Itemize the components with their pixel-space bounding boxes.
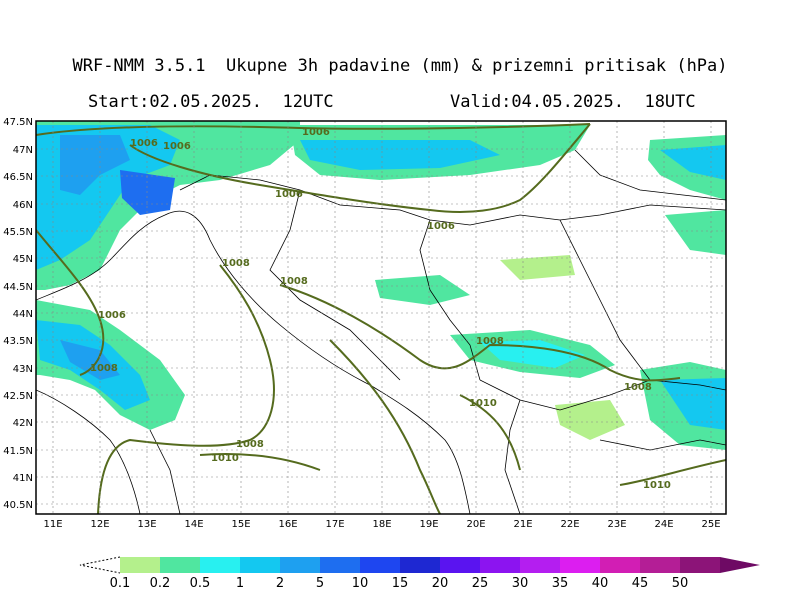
lat-label: 47N [13, 145, 33, 156]
lat-label: 43.5N [3, 336, 33, 347]
lat-label: 44N [13, 309, 33, 320]
isobar-label: 1008 [90, 363, 118, 374]
legend-swatches [79, 556, 760, 574]
lon-label: 12E [90, 519, 109, 530]
isobar-label: 1006 [275, 189, 303, 200]
lat-label: 46N [13, 200, 33, 211]
lon-label: 17E [325, 519, 344, 530]
precipitation-areas [36, 121, 726, 450]
lat-label: 42.5N [3, 391, 33, 402]
legend-label: 0.5 [190, 576, 211, 591]
lon-label: 21E [513, 519, 532, 530]
longitude-labels: 11E 12E 13E 14E 15E 16E 17E 18E 19E 20E … [43, 519, 720, 530]
lon-label: 15E [231, 519, 250, 530]
latitude-labels: 47.5N 47N 46.5N 46N 45.5N 45N 44.5N 44N … [3, 117, 33, 511]
start-time: Start:02.05.2025. 12UTC [88, 92, 334, 112]
legend-label: 10 [352, 576, 369, 591]
lat-label: 40.5N [3, 500, 33, 511]
isobar-labels: 1006 1006 1006 1006 1006 1008 1008 1006 … [90, 127, 671, 491]
isobar-label: 1008 [476, 336, 504, 347]
legend-label: 0.1 [110, 576, 131, 591]
legend-label: 25 [472, 576, 489, 591]
lon-label: 14E [184, 519, 203, 530]
lat-label: 45N [13, 254, 33, 265]
isobar-label: 1010 [211, 453, 239, 464]
isobar-label: 1008 [222, 258, 250, 269]
isobar-label: 1006 [302, 127, 330, 138]
legend-underflow-arrow [79, 556, 121, 574]
legend-label: 30 [512, 576, 529, 591]
lat-label: 41N [13, 473, 33, 484]
legend-label: 0.2 [150, 576, 171, 591]
color-legend: 0.1 0.2 0.5 1 2 5 10 15 20 25 30 35 40 45 50 [79, 556, 760, 591]
lon-label: 18E [372, 519, 391, 530]
lon-label: 22E [560, 519, 579, 530]
legend-swatch [680, 557, 720, 573]
lat-label: 41.5N [3, 446, 33, 457]
legend-swatch [320, 557, 360, 573]
legend-swatch [640, 557, 680, 573]
legend-swatch [560, 557, 600, 573]
legend-label: 15 [392, 576, 409, 591]
legend-swatch [480, 557, 520, 573]
legend-label: 20 [432, 576, 449, 591]
isobar-label: 1006 [427, 221, 455, 232]
legend-label: 1 [236, 576, 244, 591]
graticule [36, 121, 726, 514]
coastlines-borders [36, 149, 726, 514]
legend-swatch [440, 557, 480, 573]
lon-label: 13E [137, 519, 156, 530]
isobar-label: 1008 [280, 276, 308, 287]
legend-swatch [520, 557, 560, 573]
isobar-label: 1008 [236, 439, 264, 450]
isobar-label: 1006 [98, 310, 126, 321]
lon-label: 24E [654, 519, 673, 530]
isobar-label: 1008 [624, 382, 652, 393]
legend-swatch [240, 557, 280, 573]
legend-label: 35 [552, 576, 569, 591]
legend-swatch [120, 557, 160, 573]
lon-label: 25E [701, 519, 720, 530]
legend-label: 40 [592, 576, 609, 591]
lon-label: 16E [278, 519, 297, 530]
legend-swatch [600, 557, 640, 573]
lat-label: 45.5N [3, 227, 33, 238]
legend-swatch [280, 557, 320, 573]
map-frame [35, 120, 727, 515]
lon-label: 23E [607, 519, 626, 530]
isobar-label: 1010 [469, 398, 497, 409]
isobar-label: 1006 [130, 138, 158, 149]
legend-labels: 0.1 0.2 0.5 1 2 5 10 15 20 25 30 35 40 45 50 [110, 576, 689, 591]
lat-label: 42N [13, 418, 33, 429]
legend-swatch [160, 557, 200, 573]
valid-time: Valid:04.05.2025. 18UTC [450, 92, 696, 112]
isobar-label: 1006 [163, 141, 191, 152]
legend-swatch [200, 557, 240, 573]
lat-label: 47.5N [3, 117, 33, 128]
legend-swatch [400, 557, 440, 573]
lon-label: 11E [43, 519, 62, 530]
isobar-lines [36, 123, 726, 514]
lon-label: 19E [419, 519, 438, 530]
legend-label: 2 [276, 576, 284, 591]
legend-label: 5 [316, 576, 324, 591]
lat-label: 44.5N [3, 282, 33, 293]
isobar-label: 1010 [643, 480, 671, 491]
map-title: WRF-NMM 3.5.1 Ukupne 3h padavine (mm) & … [72, 56, 728, 76]
lat-label: 46.5N [3, 172, 33, 183]
legend-swatch [360, 557, 400, 573]
lat-label: 43N [13, 364, 33, 375]
legend-overflow-arrow [720, 557, 760, 573]
lon-label: 20E [466, 519, 485, 530]
legend-label: 45 [632, 576, 649, 591]
legend-label: 50 [672, 576, 689, 591]
